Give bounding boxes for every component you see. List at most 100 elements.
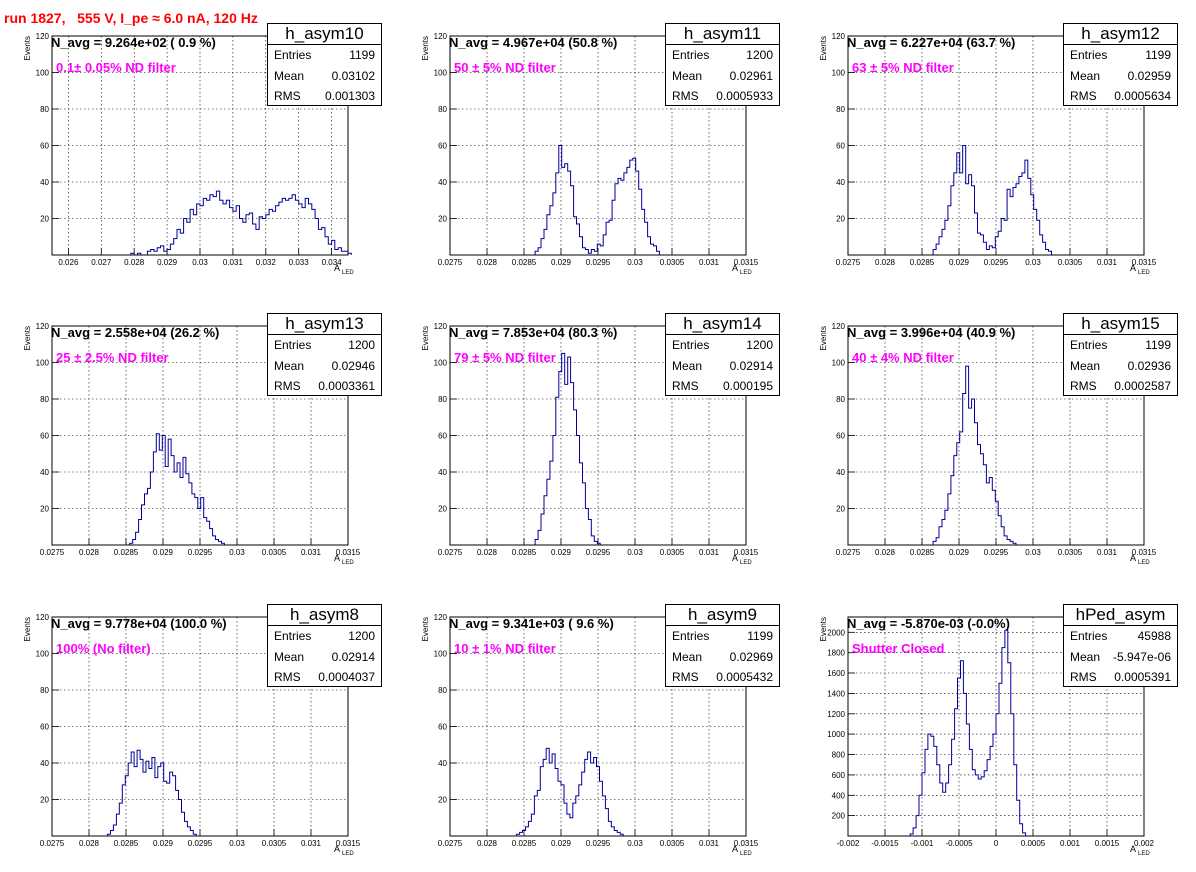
stat-value: 0.02914 bbox=[729, 358, 773, 373]
y-tick-label: 100 bbox=[36, 69, 50, 78]
stat-value: 1199 bbox=[747, 629, 773, 643]
x-axis-label: A bbox=[334, 553, 340, 563]
x-tick-label: 0.0295 bbox=[188, 839, 213, 848]
x-tick-label: 0.032 bbox=[256, 258, 277, 267]
y-tick-label: 80 bbox=[836, 395, 845, 404]
histogram-series-h_asym11 bbox=[534, 145, 660, 255]
histogram-series-h_asym9 bbox=[516, 747, 624, 836]
stat-label: Entries bbox=[274, 629, 312, 643]
y-tick-label: 60 bbox=[40, 723, 49, 732]
x-tick-label: 0.0275 bbox=[438, 548, 463, 557]
y-tick-label: 60 bbox=[438, 723, 447, 732]
y-tick-label: 120 bbox=[36, 613, 50, 622]
stats-box: h_asym9 Entries 1199 Mean 0.02969 RMS 0.000543… bbox=[665, 604, 780, 687]
y-tick-label: 600 bbox=[832, 771, 846, 780]
y-tick-label: 80 bbox=[438, 105, 447, 114]
y-tick-label: 20 bbox=[40, 796, 49, 805]
stat-value: 1200 bbox=[746, 338, 773, 352]
x-tick-label: 0.03 bbox=[192, 258, 208, 267]
histogram-name: h_asym9 bbox=[666, 605, 779, 626]
stats-box: h_asym12 Entries 1199 Mean 0.02959 RMS 0.00056… bbox=[1063, 23, 1178, 106]
x-tick-label: -0.001 bbox=[911, 839, 934, 848]
x-tick-label: 0.0305 bbox=[660, 548, 685, 557]
x-tick-label: 0.028 bbox=[477, 839, 498, 848]
filter-label: 10 ± 1% ND filter bbox=[454, 641, 556, 656]
y-tick-label: 40 bbox=[40, 468, 49, 477]
rms-row: RMS 0.0005933 bbox=[666, 86, 779, 107]
stat-value: 0.0003361 bbox=[318, 379, 375, 394]
stat-value: 0.02936 bbox=[1127, 358, 1171, 373]
stat-label: RMS bbox=[672, 670, 699, 685]
stats-box: h_asym15 Entries 1199 Mean 0.02936 RMS 0.00025… bbox=[1063, 313, 1178, 396]
x-axis-label-subscript: LED bbox=[740, 270, 752, 276]
plot-frame bbox=[51, 35, 349, 256]
filter-label: 50 ± 5% ND filter bbox=[454, 60, 556, 75]
x-tick-label: 0.026 bbox=[58, 258, 79, 267]
y-tick-label: 120 bbox=[434, 32, 448, 41]
stat-label: RMS bbox=[274, 670, 301, 685]
y-tick-label: 100 bbox=[434, 650, 448, 659]
stat-label: RMS bbox=[1070, 89, 1097, 104]
y-axis-label: Events bbox=[819, 36, 828, 60]
x-tick-label: 0.029 bbox=[153, 548, 174, 557]
mean-row: Mean 0.02946 bbox=[268, 356, 381, 377]
y-tick-label: 80 bbox=[438, 395, 447, 404]
x-tick-label: 0.0315 bbox=[734, 548, 759, 557]
x-tick-label: 0.0285 bbox=[910, 548, 935, 557]
stat-label: Mean bbox=[274, 68, 305, 83]
histogram-pad-h_asym9: 0.0275 0.028 0.0285 0.029 0.0295 0.03 0.0305 0.… bbox=[421, 613, 759, 857]
filter-label: 0.1± 0.05% ND filter bbox=[56, 60, 176, 75]
x-tick-label: 0.03 bbox=[1025, 258, 1041, 267]
filter-label: 79 ± 5% ND filter bbox=[454, 350, 556, 365]
x-tick-label: 0.027 bbox=[91, 258, 112, 267]
y-tick-label: 20 bbox=[438, 796, 447, 805]
x-tick-label: 0.0285 bbox=[512, 258, 537, 267]
navg-label: N_avg = 3.996e+04 (40.9 %) bbox=[847, 325, 1016, 340]
y-tick-label: 20 bbox=[438, 215, 447, 224]
x-tick-label: 0.0285 bbox=[114, 839, 139, 848]
x-axis-label-subscript: LED bbox=[342, 560, 354, 566]
x-tick-label: 0.0295 bbox=[586, 548, 611, 557]
stat-value: 0.02969 bbox=[729, 649, 773, 664]
stat-value: 0.0002587 bbox=[1114, 379, 1171, 394]
x-tick-label: 0.03 bbox=[229, 839, 245, 848]
y-tick-label: 60 bbox=[438, 432, 447, 441]
y-axis-label: Events bbox=[421, 326, 430, 350]
y-tick-label: 120 bbox=[832, 322, 846, 331]
x-tick-label: 0.0315 bbox=[1132, 548, 1157, 557]
plot-frame bbox=[847, 325, 1145, 546]
y-tick-label: 100 bbox=[832, 359, 846, 368]
stats-box: h_asym8 Entries 1200 Mean 0.02914 RMS 0.000403… bbox=[267, 604, 382, 687]
x-tick-label: 0.028 bbox=[79, 548, 100, 557]
stat-label: RMS bbox=[274, 89, 301, 104]
x-tick-label: 0.0015 bbox=[1095, 839, 1120, 848]
x-axis-label-subscript: LED bbox=[740, 560, 752, 566]
filter-label: 63 ± 5% ND filter bbox=[852, 60, 954, 75]
histogram-pad-h_asym14: 0.0275 0.028 0.0285 0.029 0.0295 0.03 0.0305 0.… bbox=[421, 322, 759, 566]
mean-row: Mean 0.02959 bbox=[1064, 66, 1177, 87]
y-tick-label: 60 bbox=[438, 142, 447, 151]
stat-label: Entries bbox=[1070, 629, 1108, 643]
y-tick-label: 800 bbox=[832, 751, 846, 760]
x-tick-label: 0.034 bbox=[322, 258, 343, 267]
mean-row: Mean 0.02969 bbox=[666, 647, 779, 668]
stat-value: 0.000195 bbox=[722, 379, 773, 394]
x-tick-label: 0.001 bbox=[1060, 839, 1081, 848]
histogram-series-h_asym14 bbox=[534, 352, 601, 545]
histogram-series-h_asym10 bbox=[130, 190, 352, 256]
rms-row: RMS 0.0002587 bbox=[1064, 376, 1177, 397]
navg-label: N_avg = 9.341e+03 ( 9.6 %) bbox=[449, 616, 614, 631]
x-tick-label: 0.0295 bbox=[586, 258, 611, 267]
y-tick-label: 20 bbox=[836, 215, 845, 224]
x-tick-label: 0.031 bbox=[301, 548, 322, 557]
stat-label: Entries bbox=[274, 48, 312, 62]
stat-value: 0.0005634 bbox=[1114, 89, 1171, 104]
y-tick-label: 1800 bbox=[827, 649, 845, 658]
y-tick-label: 1000 bbox=[827, 730, 845, 739]
y-tick-label: 20 bbox=[438, 505, 447, 514]
x-tick-label: 0.0305 bbox=[660, 839, 685, 848]
navg-label: N_avg = 9.778e+04 (100.0 %) bbox=[51, 616, 227, 631]
x-tick-label: 0.03 bbox=[627, 548, 643, 557]
navg-label: N_avg = 7.853e+04 (80.3 %) bbox=[449, 325, 618, 340]
histogram-name: h_asym10 bbox=[268, 24, 381, 45]
